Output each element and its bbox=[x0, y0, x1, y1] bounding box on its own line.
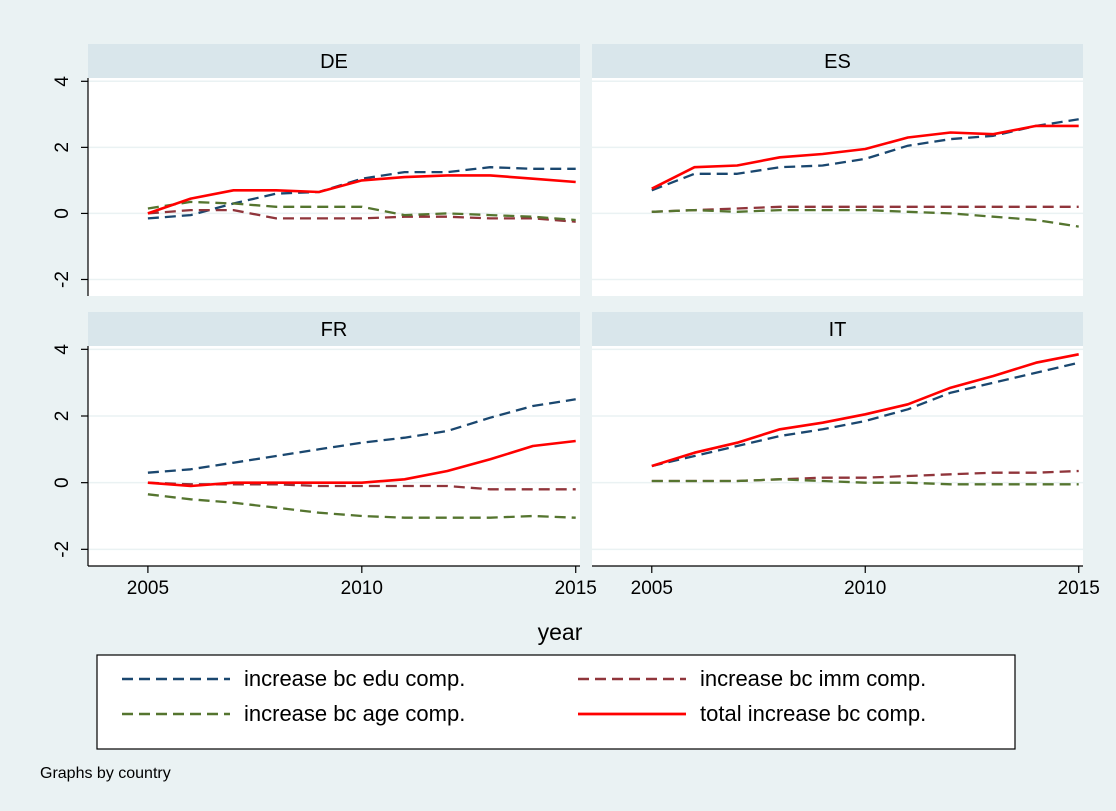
series-line-edu bbox=[147, 398, 576, 474]
y-tick-label: 4 bbox=[52, 76, 73, 87]
x-tick-label: 2010 bbox=[844, 578, 886, 599]
x-tick-label: 2005 bbox=[631, 578, 673, 599]
x-axis-title: year bbox=[538, 619, 583, 645]
panel-strip bbox=[88, 312, 580, 346]
legend-item-edu: increase bc edu comp. bbox=[122, 666, 465, 691]
legend: increase bc edu comp. increase bc imm com… bbox=[96, 654, 1016, 750]
panel-strip bbox=[592, 44, 1083, 78]
legend-label: increase bc edu comp. bbox=[244, 666, 465, 691]
x-tick-label: 2010 bbox=[341, 578, 383, 599]
panel-de: DE -2 0 2 4 bbox=[52, 44, 580, 296]
panel-strip bbox=[592, 312, 1083, 346]
graph-note: Graphs by country bbox=[40, 765, 171, 782]
panel-title: FR bbox=[321, 319, 348, 341]
y-tick-label: -2 bbox=[52, 541, 73, 558]
y-tick-label: 4 bbox=[52, 344, 73, 355]
series-line-edu bbox=[651, 361, 1079, 468]
series-line-age bbox=[651, 208, 1079, 228]
x-tick-label: 2005 bbox=[127, 578, 169, 599]
y-tick-label: 2 bbox=[52, 411, 73, 422]
plot-area bbox=[592, 346, 1083, 566]
series-line-total bbox=[651, 124, 1079, 190]
plot-area bbox=[88, 346, 580, 566]
series-line-age bbox=[147, 200, 576, 222]
legend-item-age: increase bc age comp. bbox=[122, 701, 465, 726]
series-line-total bbox=[147, 439, 576, 488]
legend-box bbox=[96, 654, 1016, 750]
legend-item-imm: increase bc imm comp. bbox=[578, 666, 926, 691]
panel-title: DE bbox=[320, 51, 348, 73]
panel-fr: FR -2 0 2 4 2005 2010 2015 bbox=[52, 312, 597, 599]
series-line-total bbox=[147, 174, 576, 215]
series-line-edu bbox=[147, 166, 576, 220]
legend-label: total increase bc comp. bbox=[700, 701, 926, 726]
legend-item-total: total increase bc comp. bbox=[578, 701, 926, 726]
legend-label: increase bc age comp. bbox=[244, 701, 465, 726]
series-line-age bbox=[651, 478, 1079, 486]
y-tick-label: 0 bbox=[52, 208, 73, 219]
panel-es: ES bbox=[592, 44, 1083, 296]
panel-title: ES bbox=[824, 51, 851, 73]
x-tick-label: 2015 bbox=[1058, 578, 1100, 599]
series-line-total bbox=[651, 353, 1079, 468]
plot-area bbox=[592, 78, 1083, 296]
series-line-imm bbox=[651, 205, 1079, 213]
x-tick-label: 2015 bbox=[555, 578, 597, 599]
panel-strip bbox=[88, 44, 580, 78]
y-tick-label: -2 bbox=[52, 271, 73, 288]
y-tick-label: 2 bbox=[52, 142, 73, 153]
y-tick-label: 0 bbox=[52, 477, 73, 488]
panel-it: IT 2005 2010 2015 bbox=[592, 312, 1100, 599]
series-line-age bbox=[147, 493, 576, 519]
panel-title: IT bbox=[829, 319, 847, 341]
legend-label: increase bc imm comp. bbox=[700, 666, 926, 691]
series-line-imm bbox=[147, 208, 576, 223]
